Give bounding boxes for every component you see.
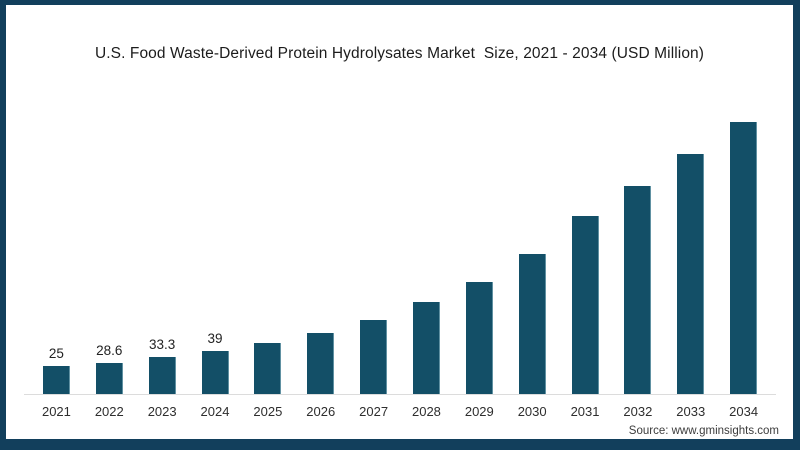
bar-column-2021: 25 (30, 346, 83, 394)
bar-column-2033 (664, 134, 717, 394)
x-axis-tick-2025: 2025 (253, 404, 283, 419)
x-axis-tick-2023: 2023 (147, 404, 177, 419)
bar-2026 (307, 333, 335, 394)
bar-2034 (730, 122, 758, 394)
x-axis-tick-2032: 2032 (623, 404, 653, 419)
bar-2021 (42, 366, 70, 394)
bar-2030 (518, 254, 546, 394)
bar-value-label-2022: 28.6 (96, 343, 123, 358)
chart-title: U.S. Food Waste-Derived Protein Hydrolys… (94, 45, 705, 62)
x-axis-tick-2024: 2024 (200, 404, 230, 419)
bar-column-2024: 39 (189, 331, 242, 394)
bar-2023 (148, 357, 176, 394)
bar-column-2027 (347, 300, 400, 394)
x-axis-tick-2022: 2022 (94, 404, 124, 419)
bar-2031 (571, 216, 599, 394)
bar-chart-plot: 25 28.6 33.3 39 (30, 115, 770, 394)
x-axis-tick-2034: 2034 (729, 404, 759, 419)
bar-column-2028 (400, 282, 453, 394)
source-attribution: Source: www.gminsights.com (628, 425, 779, 437)
bar-2028 (412, 302, 440, 394)
bar-column-2026 (294, 313, 347, 394)
x-axis-tick-2021: 2021 (41, 404, 71, 419)
bar-column-2022: 28.6 (83, 343, 136, 394)
bar-2033 (677, 154, 705, 394)
x-axis-tick-2026: 2026 (306, 404, 336, 419)
bar-2024 (201, 351, 229, 394)
x-axis-line (24, 394, 776, 395)
x-axis-tick-2027: 2027 (359, 404, 389, 419)
bar-2032 (624, 186, 652, 394)
x-axis-tick-2033: 2033 (676, 404, 706, 419)
bar-column-2029 (453, 262, 506, 394)
x-axis-tick-2031: 2031 (570, 404, 600, 419)
bar-value-label-2024: 39 (207, 331, 223, 346)
bar-2027 (360, 320, 388, 394)
bar-2029 (465, 282, 493, 394)
bar-column-2025 (241, 323, 294, 394)
bar-2025 (254, 343, 282, 394)
x-axis-tick-2030: 2030 (517, 404, 547, 419)
bar-column-2031 (559, 196, 612, 394)
bar-value-label-2021: 25 (48, 346, 64, 361)
x-axis-tick-2029: 2029 (464, 404, 494, 419)
bar-column-2032 (611, 166, 664, 394)
bar-column-2034 (717, 102, 770, 394)
bar-value-label-2023: 33.3 (149, 337, 176, 352)
bar-column-2023: 33.3 (136, 337, 189, 394)
x-axis-tick-2028: 2028 (411, 404, 441, 419)
bar-2022 (95, 363, 123, 394)
bar-column-2030 (506, 234, 559, 394)
x-axis-labels: 2021 2022 2023 2024 2025 2026 2027 2028 2029 2030… (30, 404, 770, 419)
